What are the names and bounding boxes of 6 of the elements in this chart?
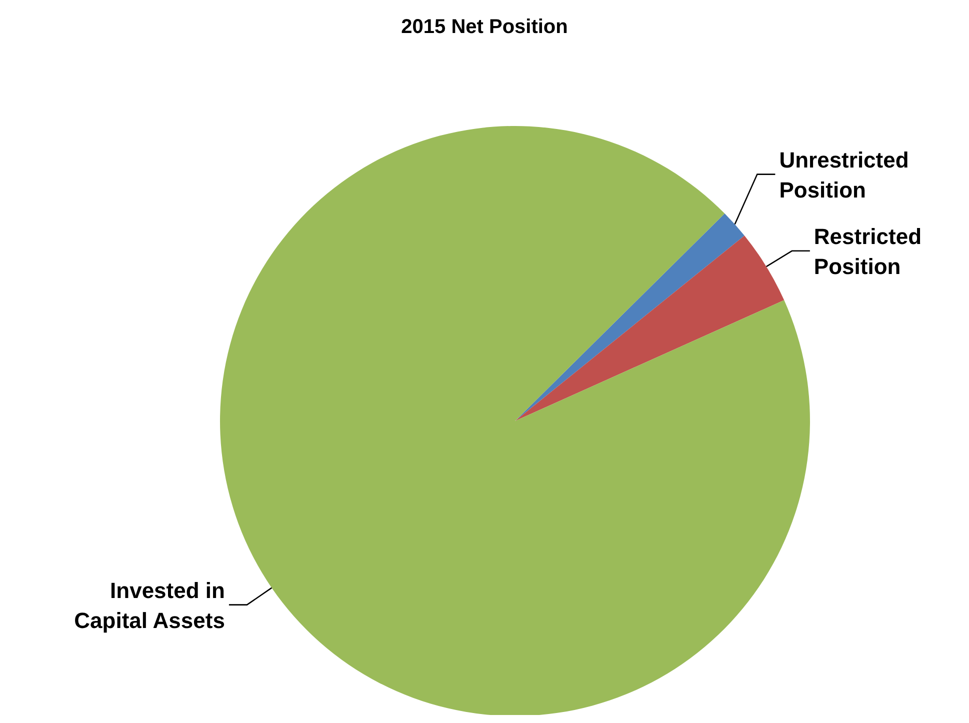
pie-slice	[515, 236, 784, 421]
slice-label: Unrestricted Position	[779, 147, 909, 202]
slice-label: Restricted Position	[814, 224, 922, 279]
pie-slice	[515, 214, 744, 421]
chart-title: 2015 Net Position	[400, 16, 569, 39]
slice-label: Invested in Capital Assets	[74, 578, 225, 633]
